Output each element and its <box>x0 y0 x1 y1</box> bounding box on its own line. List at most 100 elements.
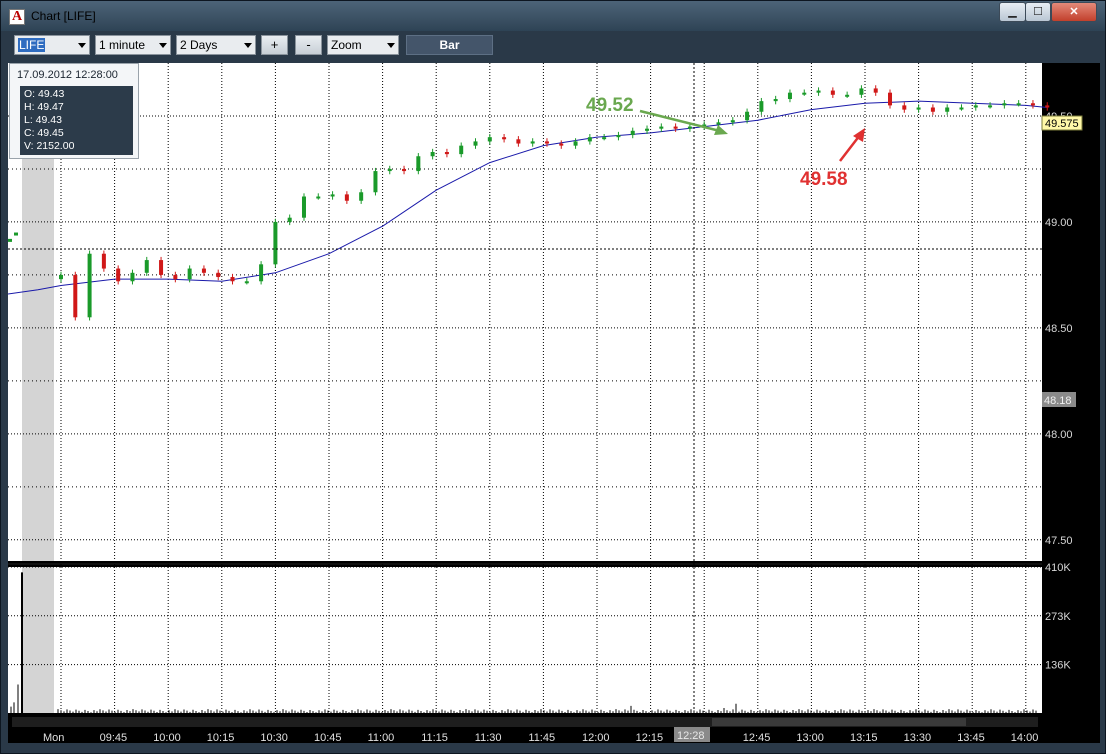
candle-body <box>73 274 78 318</box>
candle-body <box>787 92 792 100</box>
time-tick-label: 13:45 <box>957 732 985 743</box>
info-open: O: 49.43 <box>24 88 65 100</box>
crosshair-price-tag: 48.18 <box>1042 392 1076 407</box>
candle-body <box>1016 103 1021 106</box>
candle-body <box>702 124 707 127</box>
chart-type-button[interactable]: Bar <box>406 35 493 55</box>
candle-body <box>602 137 607 140</box>
volume-tick-label: 410K <box>1045 562 1071 574</box>
candle-body <box>516 139 521 144</box>
cursor-time-tag: 12:28 <box>674 727 710 742</box>
candle-body <box>802 92 807 95</box>
candle-body <box>830 90 835 95</box>
zoom-out-button[interactable]: - <box>295 35 322 55</box>
ohlc-info-box: 17.09.2012 12:28:00 O: 49.43 H: 49.47 L:… <box>9 63 139 159</box>
candle-body <box>988 105 993 108</box>
price-plot-background <box>8 63 1042 561</box>
time-tick-label: 14:00 <box>1011 732 1039 743</box>
candle-body <box>673 126 678 129</box>
candle-body <box>316 196 321 199</box>
chevron-down-icon <box>244 43 252 48</box>
candle-series <box>8 85 1050 321</box>
time-tick-label: 13:15 <box>850 732 878 743</box>
info-volume: V: 2152.00 <box>24 140 75 152</box>
candle-body <box>816 90 821 93</box>
cursor-time-text: 12:28 <box>677 730 705 742</box>
candle-body <box>87 253 92 318</box>
candle-body <box>888 92 893 106</box>
candle-body <box>359 192 364 201</box>
candle-body <box>759 101 764 112</box>
premarket-volume-shade <box>22 567 54 713</box>
candle-body <box>373 171 378 193</box>
info-low: L: 49.43 <box>24 114 62 126</box>
candle-body <box>259 264 264 282</box>
candle-body <box>716 122 721 125</box>
candle-body <box>930 107 935 112</box>
candle-body <box>144 260 149 273</box>
time-tick-label: 11:00 <box>368 732 395 743</box>
candle-body <box>473 141 478 146</box>
symbol-value: LIFE <box>18 38 46 52</box>
candle-body <box>873 88 878 93</box>
interval-value: 1 minute <box>99 38 146 52</box>
volume-axis: 410K 273K 136K <box>1045 562 1071 672</box>
candle-body <box>916 107 921 110</box>
volume-tick-label: 273K <box>1045 611 1071 623</box>
candle-body <box>244 281 249 284</box>
premarket-candle <box>8 238 12 242</box>
scrollbar-track[interactable] <box>12 717 1038 727</box>
maximize-button[interactable]: ☐ <box>1025 2 1051 22</box>
candle-body <box>730 120 735 123</box>
candle-body <box>330 194 335 197</box>
candle-body <box>902 105 907 110</box>
candle-body <box>959 107 964 110</box>
title-bar[interactable]: A Chart [LIFE] ▁ ☐ ✕ <box>1 1 1105 31</box>
volume-bars <box>10 572 1037 713</box>
interval-dropdown[interactable]: 1 minute <box>95 35 171 55</box>
zoom-mode-dropdown[interactable]: Zoom <box>327 35 399 55</box>
minimize-button[interactable]: ▁ <box>999 2 1026 22</box>
candle-body <box>1002 103 1007 106</box>
candle-body <box>587 137 592 142</box>
volume-plot-background <box>8 567 1042 713</box>
candle-body <box>459 145 464 155</box>
crosshair-price-text: 48.18 <box>1044 395 1072 407</box>
green-annotation-label: 49.52 <box>586 95 634 116</box>
candle-body <box>116 268 121 282</box>
current-price-text: 49.575 <box>1045 118 1079 130</box>
candle-body <box>287 217 292 222</box>
current-price-tag: 49.575 <box>1041 115 1083 131</box>
candle-body <box>544 141 549 144</box>
candle-body <box>645 128 650 131</box>
info-datetime: 17.09.2012 12:28:00 <box>17 69 118 81</box>
scrollbar-thumb[interactable] <box>712 718 966 726</box>
candle-body <box>444 152 449 155</box>
info-values: O: 49.43 H: 49.47 L: 49.43 C: 49.45 V: 2… <box>20 86 133 155</box>
candle-body <box>973 105 978 108</box>
time-tick-label: 10:15 <box>207 732 235 743</box>
candle-body <box>745 111 750 121</box>
green-annotation: 49.52 <box>586 95 728 135</box>
candle-body <box>201 268 206 273</box>
close-button[interactable]: ✕ <box>1051 2 1097 22</box>
zoom-mode-value: Zoom <box>331 38 362 52</box>
chevron-down-icon <box>78 43 86 48</box>
symbol-dropdown[interactable]: LIFE <box>14 35 90 55</box>
zoom-in-button[interactable]: + <box>261 35 288 55</box>
time-tick-label: Mon <box>43 732 64 743</box>
time-axis: Mon 09:45 10:00 10:15 10:30 10:45 11:00 11:15 11… <box>43 732 1039 744</box>
time-tick-label: 09:45 <box>100 732 128 743</box>
candle-body <box>1045 105 1050 108</box>
candle-body <box>845 94 850 97</box>
time-tick-label: 12:00 <box>582 732 610 743</box>
period-dropdown[interactable]: 2 Days <box>176 35 256 55</box>
time-tick-label: 12:15 <box>636 732 664 743</box>
candle-body <box>530 141 535 144</box>
candle-body <box>573 141 578 146</box>
premarket-candle <box>14 232 18 236</box>
info-close: C: 49.45 <box>24 127 64 139</box>
